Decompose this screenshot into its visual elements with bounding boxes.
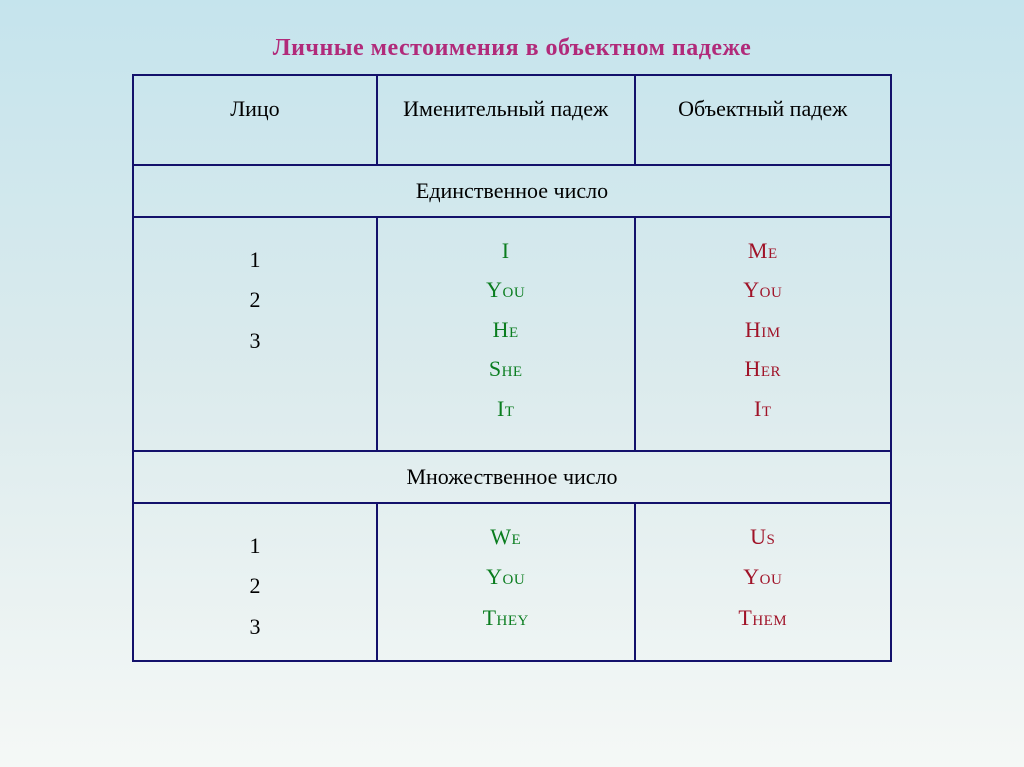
pronoun: Us	[637, 517, 889, 558]
pronoun: She	[379, 349, 633, 389]
pronoun: Me	[637, 231, 889, 271]
person-cell-plural: 1 2 3	[133, 503, 377, 661]
col-header-nominative: Именительный падеж	[377, 75, 635, 165]
pronoun: He	[379, 310, 633, 350]
header-row: Лицо Именительный падеж Объектный падеж	[133, 75, 891, 165]
col-header-person: Лицо	[133, 75, 377, 165]
section-header-singular: Единственное число	[133, 165, 891, 217]
page-title: Личные местоимения в объектном падеже	[273, 35, 752, 62]
section-body-singular: 1 2 3 I You He She It Me You Him	[133, 217, 891, 451]
person-cell-singular: 1 2 3	[133, 217, 377, 451]
nominative-cell-plural: We You They	[377, 503, 635, 661]
section-row: Единственное число	[133, 165, 891, 217]
pronoun: I	[379, 231, 633, 271]
pronoun: Him	[637, 310, 889, 350]
person-value: 2	[135, 280, 375, 321]
nominative-cell-singular: I You He She It	[377, 217, 635, 451]
person-value: 3	[135, 607, 375, 648]
section-header-plural: Множественное число	[133, 451, 891, 503]
section-body-plural: 1 2 3 We You They Us You Them	[133, 503, 891, 661]
person-value: 1	[135, 526, 375, 567]
nominative-list: I You He She It	[379, 219, 633, 449]
pronoun: We	[379, 517, 633, 558]
col-header-objective: Объектный падеж	[635, 75, 891, 165]
section-row: Множественное число	[133, 451, 891, 503]
pronoun: You	[637, 270, 889, 310]
pronoun: You	[637, 557, 889, 598]
pronoun: Them	[637, 598, 889, 639]
person-value: 1	[135, 240, 375, 281]
objective-cell-singular: Me You Him Her It	[635, 217, 891, 451]
pronoun: Her	[637, 349, 889, 389]
person-value: 3	[135, 321, 375, 362]
objective-list: Me You Him Her It	[637, 219, 889, 449]
pronoun-table: Лицо Именительный падеж Объектный падеж …	[132, 74, 892, 662]
objective-list: Us You Them	[637, 505, 889, 659]
person-value: 2	[135, 566, 375, 607]
objective-cell-plural: Us You Them	[635, 503, 891, 661]
pronoun: You	[379, 270, 633, 310]
pronoun: It	[637, 389, 889, 429]
pronoun: It	[379, 389, 633, 429]
pronoun: You	[379, 557, 633, 598]
nominative-list: We You They	[379, 505, 633, 659]
pronoun: They	[379, 598, 633, 639]
